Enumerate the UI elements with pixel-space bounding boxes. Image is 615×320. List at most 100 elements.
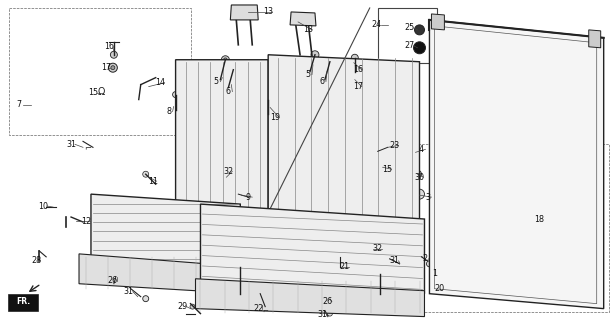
Circle shape: [475, 195, 484, 204]
Circle shape: [453, 242, 456, 246]
Circle shape: [475, 103, 484, 112]
Text: 23: 23: [389, 141, 400, 150]
Text: 17: 17: [101, 63, 111, 72]
Text: 22: 22: [253, 304, 263, 313]
Circle shape: [224, 58, 227, 61]
Text: 8: 8: [166, 107, 171, 116]
Circle shape: [499, 244, 509, 253]
Circle shape: [497, 58, 501, 62]
Circle shape: [328, 297, 331, 300]
Text: 10: 10: [38, 202, 48, 211]
Text: FR.: FR.: [16, 297, 30, 306]
Bar: [418, 144, 609, 312]
Polygon shape: [268, 55, 419, 247]
Circle shape: [450, 50, 459, 59]
Circle shape: [311, 51, 319, 59]
Circle shape: [574, 95, 583, 104]
Text: 32: 32: [223, 167, 234, 176]
Circle shape: [574, 150, 583, 159]
Polygon shape: [231, 5, 258, 20]
Circle shape: [226, 172, 231, 176]
Text: 13: 13: [263, 7, 273, 16]
Circle shape: [475, 145, 484, 154]
Text: 27: 27: [405, 41, 415, 50]
Text: ⌐: ⌐: [84, 145, 92, 154]
Circle shape: [111, 66, 115, 70]
Polygon shape: [589, 30, 601, 48]
Circle shape: [339, 268, 345, 274]
Text: 20: 20: [434, 284, 445, 293]
Circle shape: [475, 246, 484, 255]
Text: 30: 30: [415, 173, 424, 182]
Circle shape: [223, 169, 233, 179]
Text: 26: 26: [323, 297, 333, 306]
Circle shape: [453, 53, 456, 57]
Text: 7: 7: [17, 100, 22, 109]
Text: 5: 5: [214, 77, 219, 86]
Circle shape: [453, 142, 456, 146]
Circle shape: [502, 195, 506, 199]
Text: 15: 15: [88, 88, 98, 97]
Circle shape: [413, 42, 426, 54]
Bar: [378, 8, 437, 63]
Circle shape: [450, 190, 459, 199]
Text: 26: 26: [108, 276, 118, 285]
Circle shape: [453, 98, 456, 101]
Circle shape: [499, 193, 509, 202]
Circle shape: [112, 273, 120, 281]
Polygon shape: [91, 194, 240, 267]
Circle shape: [143, 171, 149, 177]
Circle shape: [327, 311, 332, 316]
Circle shape: [384, 142, 395, 152]
Text: 13: 13: [303, 25, 313, 34]
Polygon shape: [290, 12, 316, 26]
Circle shape: [477, 106, 481, 109]
Circle shape: [326, 295, 334, 303]
Circle shape: [577, 152, 581, 156]
Bar: [9, 8, 191, 135]
Polygon shape: [429, 20, 604, 308]
Text: 12: 12: [81, 217, 91, 226]
Circle shape: [413, 170, 421, 178]
Polygon shape: [200, 204, 424, 294]
Circle shape: [399, 264, 405, 270]
Text: ⌐: ⌐: [262, 308, 268, 314]
Circle shape: [502, 145, 506, 149]
Text: 25: 25: [405, 23, 415, 32]
Circle shape: [378, 163, 386, 171]
Text: 32: 32: [373, 244, 383, 253]
Text: 16: 16: [104, 42, 114, 51]
Circle shape: [415, 25, 424, 35]
Circle shape: [327, 58, 333, 65]
Circle shape: [230, 66, 237, 73]
Circle shape: [494, 55, 504, 64]
Text: 24: 24: [371, 20, 382, 29]
Text: 16: 16: [353, 65, 363, 74]
Circle shape: [351, 80, 359, 89]
Circle shape: [477, 249, 481, 253]
Text: 29: 29: [178, 302, 188, 311]
Text: 4: 4: [419, 145, 424, 154]
Circle shape: [236, 189, 245, 199]
Text: 3: 3: [425, 193, 430, 202]
Circle shape: [475, 60, 484, 69]
Text: 17: 17: [353, 82, 363, 91]
Circle shape: [450, 95, 459, 104]
FancyBboxPatch shape: [9, 294, 38, 311]
Text: 11: 11: [148, 177, 157, 186]
Circle shape: [574, 259, 583, 268]
Circle shape: [370, 242, 379, 252]
Circle shape: [477, 63, 481, 67]
Circle shape: [426, 261, 432, 267]
Circle shape: [499, 143, 509, 152]
Circle shape: [415, 189, 424, 199]
Circle shape: [190, 304, 195, 309]
Polygon shape: [176, 60, 268, 231]
Circle shape: [477, 197, 481, 201]
Text: 14: 14: [156, 78, 165, 87]
Circle shape: [114, 275, 117, 278]
Text: 5: 5: [306, 70, 311, 79]
Text: 1: 1: [432, 269, 437, 278]
Text: 15: 15: [383, 165, 393, 174]
Text: 31: 31: [124, 287, 134, 296]
